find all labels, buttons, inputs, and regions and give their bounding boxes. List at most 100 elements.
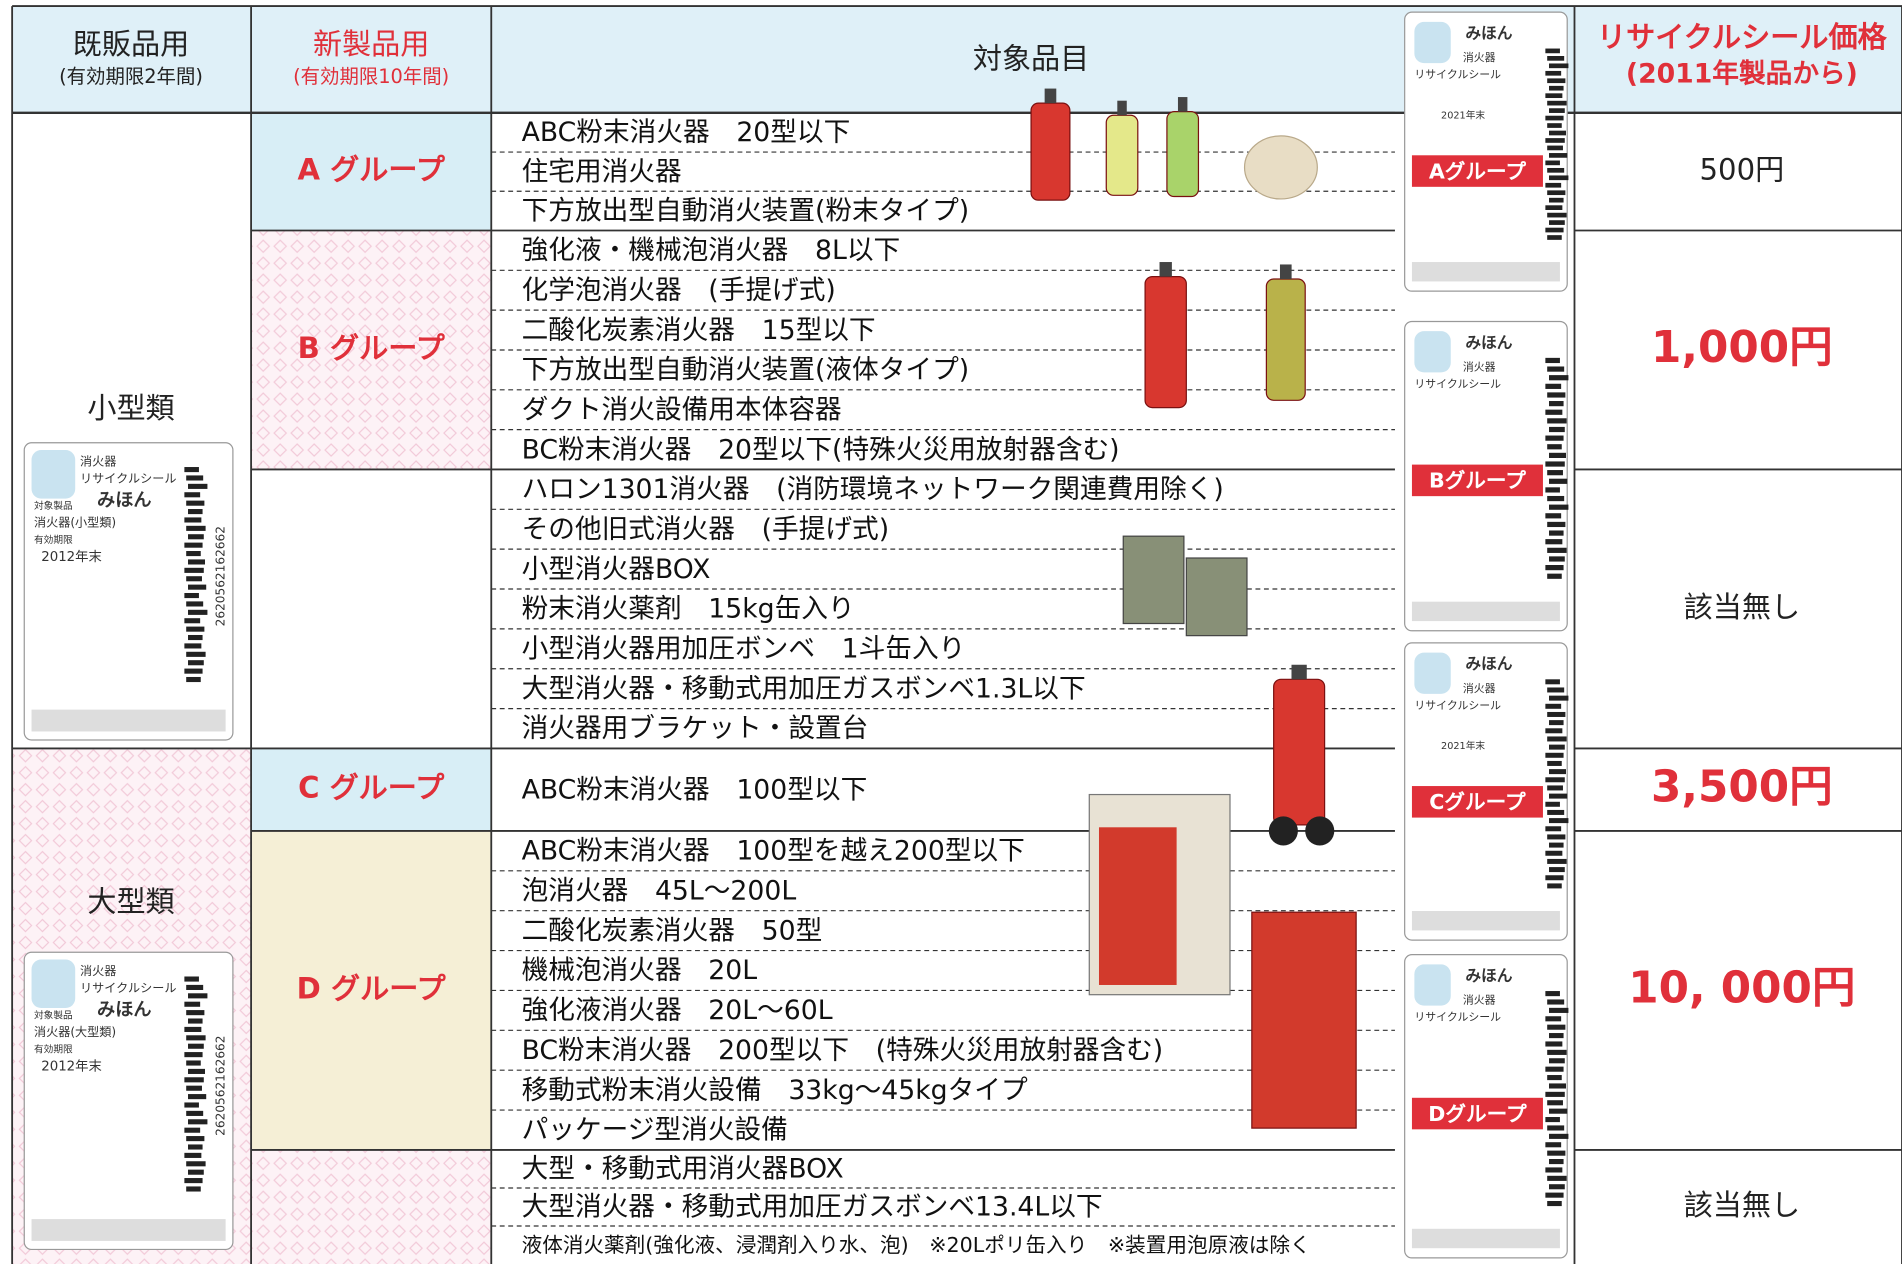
barcode-bar	[1545, 752, 1564, 758]
barcode-bar	[1545, 875, 1564, 881]
seal	[23, 442, 234, 741]
category-label: 大型類	[87, 885, 174, 919]
barcode-bar	[1547, 809, 1565, 815]
barcode-bar	[186, 576, 202, 582]
barcode-bar	[184, 517, 202, 523]
barcode-bar	[1549, 1133, 1569, 1139]
barcode-bar	[184, 1001, 201, 1007]
barcode-bar	[1549, 744, 1565, 750]
seal-expiry: 2021年末	[1441, 739, 1485, 752]
seal-brand: 消火器	[80, 455, 116, 469]
barcode-bar	[184, 467, 199, 473]
barcode-bar	[1547, 883, 1562, 889]
header-new-note: (有効期限10年間)	[293, 65, 449, 88]
barcode-bar	[186, 1136, 205, 1142]
barcode-bar	[188, 1043, 204, 1049]
barcode-bar	[1545, 703, 1562, 709]
barcode-bar	[1545, 728, 1563, 734]
barcode-bar	[186, 1085, 202, 1091]
barcode-bar	[186, 475, 204, 481]
seal-sample: みほん	[1465, 333, 1512, 352]
seal-group-bg	[1411, 464, 1543, 497]
seal-hologram	[1411, 262, 1560, 282]
seal-group: Aグループ	[1429, 159, 1527, 183]
seal	[23, 951, 234, 1251]
item: ABC粉末消火器 100型以下	[522, 774, 868, 805]
photo-wheel	[1268, 816, 1298, 846]
barcode-bar	[1549, 197, 1564, 203]
seal-group: Bグループ	[1429, 469, 1526, 493]
barcode-bar	[1549, 175, 1569, 181]
barcode-bar	[1549, 1108, 1568, 1114]
barcode-bar	[1545, 115, 1564, 121]
barcode-bar	[1547, 711, 1566, 717]
item: 二酸化炭素消火器 50型	[522, 915, 823, 946]
seal-hologram	[31, 1219, 226, 1241]
header-price: リサイクルシール価格	[1597, 20, 1888, 54]
photo-box	[1122, 535, 1185, 625]
barcode-bar	[184, 1178, 203, 1184]
seal-hologram	[1411, 1228, 1560, 1249]
item: BC粉末消火器 20型以下(特殊火災用放射器含む)	[522, 434, 1120, 465]
barcode-bar	[1545, 160, 1560, 166]
barcode-bar	[1549, 130, 1566, 136]
seal-hologram	[1411, 910, 1560, 931]
barcode-bar	[1547, 470, 1563, 476]
barcode-bar	[1547, 1100, 1563, 1106]
barcode-bar	[186, 1161, 206, 1167]
seal-logo	[1414, 652, 1451, 694]
seal-group-bg	[1411, 786, 1543, 818]
barcode-bar	[1549, 793, 1568, 799]
barcode-bar	[184, 1077, 204, 1083]
barcode-bar	[1549, 1058, 1565, 1064]
barcode-bar	[186, 626, 205, 632]
item: 化学泡消火器 (手提げ式)	[522, 275, 836, 306]
item: BC粉末消火器 200型以下 (特殊火災用放射器含む)	[522, 1035, 1164, 1066]
barcode-bar	[1549, 426, 1565, 433]
barcode-bar	[1545, 1041, 1563, 1047]
seal-logo	[1414, 21, 1451, 64]
seal-hologram	[1411, 601, 1560, 622]
seal-sample: みほん	[1465, 23, 1512, 42]
seal-group: Cグループ	[1429, 790, 1526, 814]
barcode-bar	[1547, 834, 1566, 840]
barcode-bar	[184, 1026, 202, 1032]
barcode-bar	[1547, 1175, 1567, 1181]
barcode-bar	[1545, 227, 1564, 233]
barcode-bar	[1545, 409, 1563, 415]
barcode-bar	[1547, 573, 1562, 579]
header-items: 対象品目	[973, 42, 1089, 76]
barcode-bar	[1547, 495, 1565, 502]
barcode-bar	[1549, 504, 1569, 510]
barcode-bar	[1549, 695, 1569, 701]
seal-title: リサイクルシール	[1414, 699, 1501, 712]
barcode-bar	[186, 1110, 204, 1116]
barcode-bar	[1545, 435, 1564, 441]
barcode-bar	[1545, 679, 1560, 685]
seal-expiry: 2012年末	[41, 1058, 102, 1074]
photo-extinguisher	[1273, 678, 1326, 826]
barcode-bar	[1545, 182, 1562, 188]
barcode-bar	[186, 676, 201, 683]
barcode-bar	[1547, 444, 1562, 450]
barcode-bar	[1545, 1066, 1564, 1072]
seal-code: 2620562162662	[213, 1036, 227, 1136]
barcode-bar	[188, 534, 204, 540]
photo-nozzle	[1159, 262, 1172, 277]
barcode-bar	[1547, 1049, 1567, 1055]
barcode-bar	[188, 584, 207, 590]
barcode-bar	[1547, 1150, 1566, 1156]
barcode-bar	[1549, 220, 1565, 225]
header-price-note: (2011年製品から)	[1626, 59, 1858, 90]
photo-cabinet	[1251, 911, 1357, 1129]
barcode-bar	[1549, 401, 1564, 407]
item: 泡消火器 45L～200L	[522, 875, 797, 906]
barcode-bar	[1547, 1200, 1562, 1207]
barcode-bar	[1547, 212, 1567, 218]
barcode-bar	[1547, 190, 1566, 196]
barcode-bar	[1545, 461, 1565, 467]
barcode-bar	[184, 1127, 201, 1133]
barcode-bar	[184, 1102, 199, 1108]
item: その他旧式消火器 (手提げ式)	[522, 514, 890, 545]
